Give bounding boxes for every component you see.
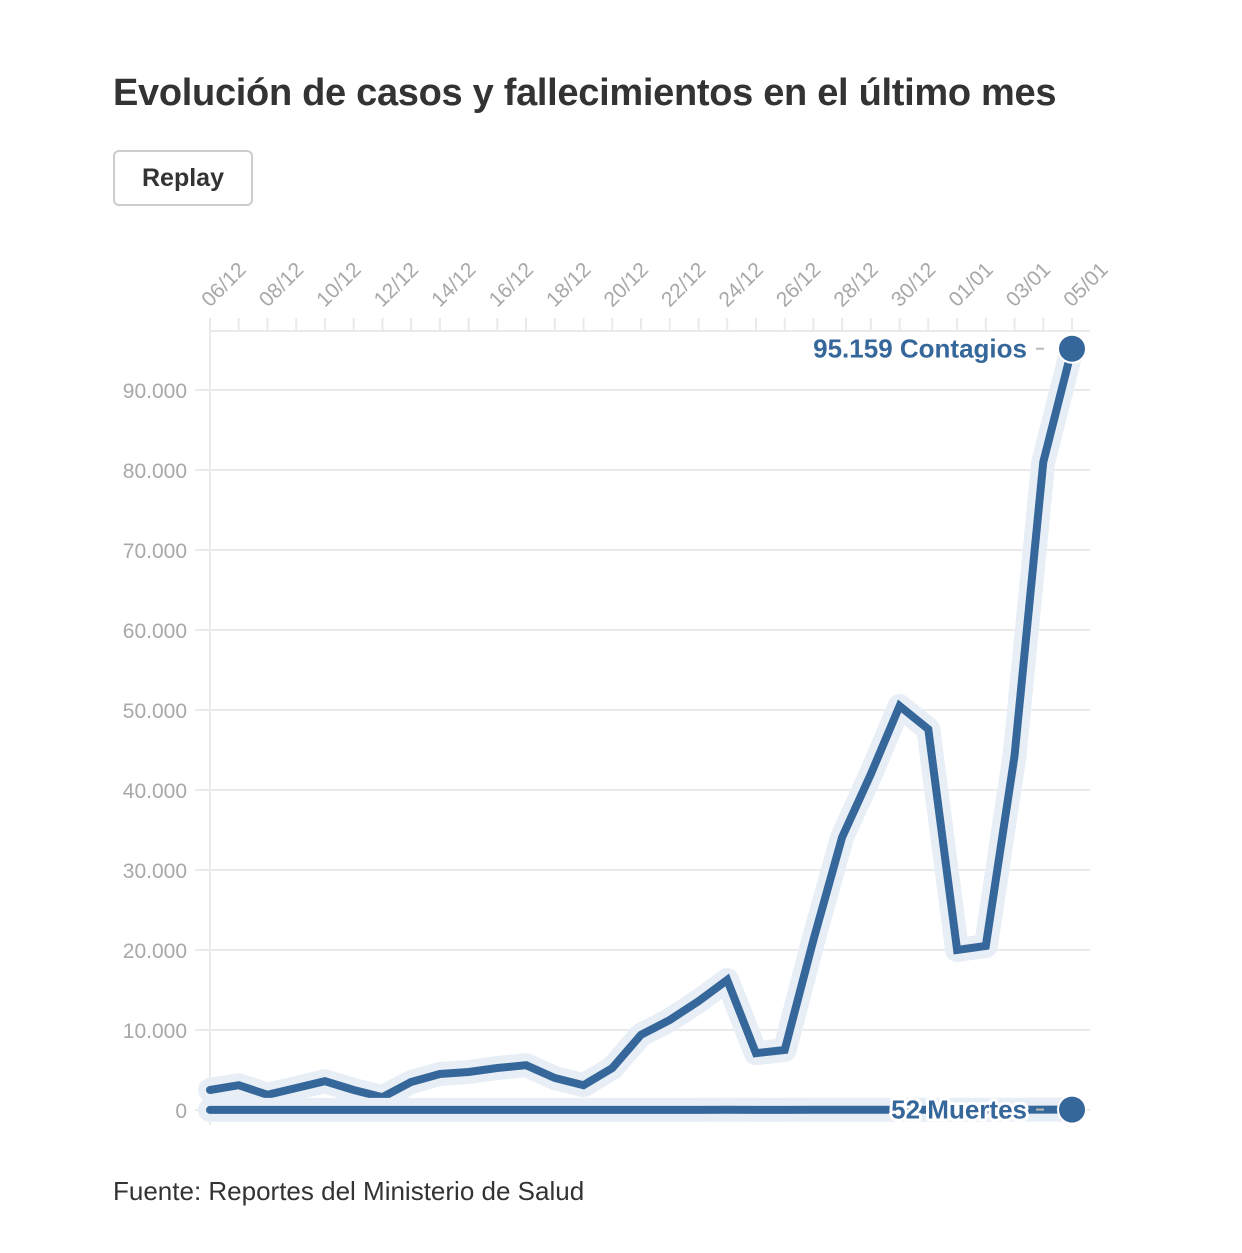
- y-tick-label: 10.000: [123, 1020, 187, 1043]
- y-tick-label: 0: [175, 1100, 187, 1123]
- x-tick-label: 12/12: [370, 258, 423, 311]
- x-tick-label: 26/12: [772, 258, 825, 311]
- y-tick-label: 90.000: [123, 380, 187, 403]
- end-label-contagios: 95.159 Contagios: [813, 334, 1027, 364]
- x-tick-label: 05/01: [1059, 258, 1112, 311]
- x-tick-label: 03/01: [1002, 258, 1055, 311]
- x-axis: 06/12 08/12 10/12 12/12 14/12 16/12 18/12 20/12…: [197, 258, 1113, 332]
- end-labels: 95.159 Contagios 52 Muertes: [810, 331, 1087, 1128]
- chart-title: Evolución de casos y fallecimientos en e…: [113, 72, 1057, 114]
- y-tick-label: 50.000: [123, 700, 187, 723]
- x-tick-label: 14/12: [427, 258, 480, 311]
- x-tick-label: 10/12: [312, 258, 365, 311]
- x-tick-label: 24/12: [714, 258, 767, 311]
- replay-button[interactable]: Replay: [113, 150, 253, 206]
- x-tick-label: 16/12: [485, 258, 538, 311]
- y-tick-label: 60.000: [123, 620, 187, 643]
- x-tick-label: 22/12: [657, 258, 710, 311]
- x-tick-label: 06/12: [197, 258, 250, 311]
- source-note: Fuente: Reportes del Ministerio de Salud: [113, 1176, 585, 1206]
- x-tick-label: 20/12: [600, 258, 653, 311]
- end-marker: [1057, 333, 1087, 364]
- y-axis: 0 10.000 20.000 30.000 40.000 50.000 60.000 70.…: [123, 380, 187, 1123]
- y-tick-label: 20.000: [123, 940, 187, 963]
- end-marker: [1057, 1094, 1087, 1125]
- x-tick-label: 30/12: [887, 258, 940, 311]
- y-tick-label: 70.000: [123, 540, 187, 563]
- grid-lines: [195, 318, 1090, 1125]
- end-label-muertes: 52 Muertes: [891, 1095, 1027, 1125]
- series-line-contagios: [206, 344, 1076, 1102]
- y-tick-label: 30.000: [123, 860, 187, 883]
- y-tick-label: 80.000: [123, 460, 187, 483]
- x-tick-label: 18/12: [542, 258, 595, 311]
- x-tick-label: 01/01: [944, 258, 997, 311]
- series-layer: [198, 336, 1084, 1122]
- x-tick-label: 08/12: [255, 258, 308, 311]
- y-tick-label: 40.000: [123, 780, 187, 803]
- series-halo-contagios: [198, 336, 1084, 1110]
- x-tick-label: 28/12: [829, 258, 882, 311]
